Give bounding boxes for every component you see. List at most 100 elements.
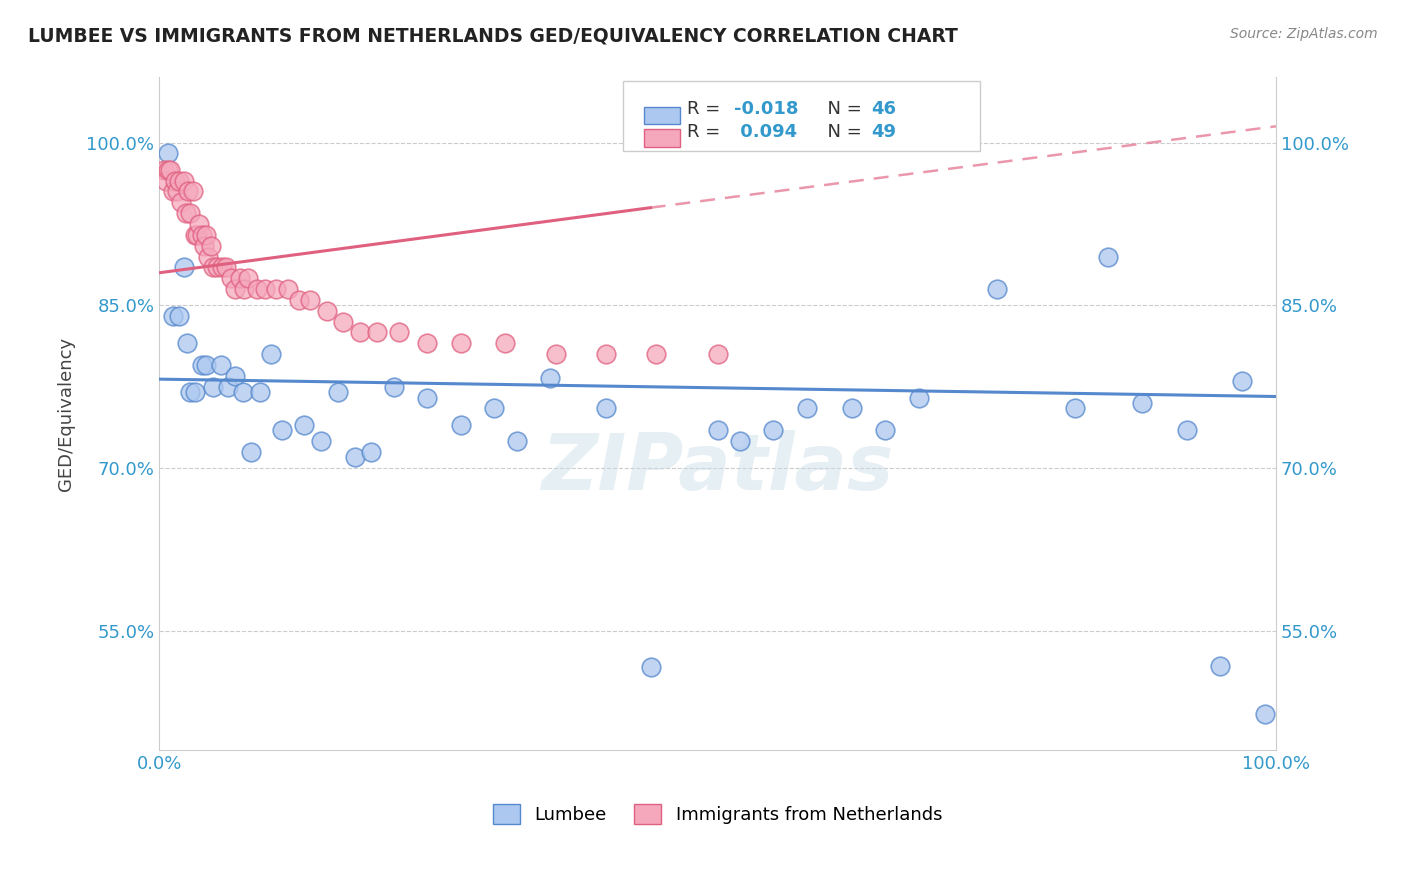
Point bbox=[217, 380, 239, 394]
Point bbox=[332, 315, 354, 329]
Point bbox=[205, 260, 228, 275]
Point bbox=[416, 336, 439, 351]
Point bbox=[173, 173, 195, 187]
Point bbox=[271, 423, 294, 437]
Point bbox=[201, 260, 224, 275]
Point bbox=[186, 227, 208, 242]
Point bbox=[181, 185, 204, 199]
Text: 0.094: 0.094 bbox=[734, 123, 797, 141]
Point bbox=[190, 227, 212, 242]
Point bbox=[224, 282, 246, 296]
Text: R =: R = bbox=[688, 123, 727, 141]
Point bbox=[1209, 658, 1232, 673]
Point bbox=[167, 309, 190, 323]
Text: N =: N = bbox=[815, 123, 868, 141]
Point bbox=[163, 173, 186, 187]
Point bbox=[416, 391, 439, 405]
Text: -0.018: -0.018 bbox=[734, 100, 799, 119]
Point bbox=[292, 417, 315, 432]
Point bbox=[238, 271, 260, 285]
Point bbox=[1064, 401, 1087, 416]
Point bbox=[200, 238, 222, 252]
Text: 49: 49 bbox=[872, 123, 897, 141]
Point bbox=[388, 326, 411, 340]
Point bbox=[260, 347, 283, 361]
Text: LUMBEE VS IMMIGRANTS FROM NETHERLANDS GED/EQUIVALENCY CORRELATION CHART: LUMBEE VS IMMIGRANTS FROM NETHERLANDS GE… bbox=[28, 27, 957, 45]
Point bbox=[166, 185, 188, 199]
Point bbox=[195, 227, 218, 242]
Point bbox=[254, 282, 277, 296]
Text: ZIPatlas: ZIPatlas bbox=[541, 430, 894, 506]
Point bbox=[157, 146, 180, 161]
Point bbox=[188, 217, 211, 231]
Point bbox=[209, 358, 232, 372]
Point bbox=[645, 347, 668, 361]
Point bbox=[228, 271, 250, 285]
Point bbox=[309, 434, 332, 448]
Y-axis label: GED/Equivalency: GED/Equivalency bbox=[58, 337, 75, 491]
Point bbox=[157, 162, 180, 177]
Point bbox=[215, 260, 238, 275]
Point bbox=[728, 434, 751, 448]
Point bbox=[179, 385, 201, 400]
Point bbox=[349, 326, 371, 340]
Point bbox=[986, 282, 1008, 296]
Point bbox=[211, 260, 233, 275]
Point bbox=[1232, 374, 1254, 388]
Point bbox=[177, 185, 200, 199]
Point bbox=[360, 445, 382, 459]
Point bbox=[907, 391, 929, 405]
FancyBboxPatch shape bbox=[644, 106, 679, 124]
Point bbox=[170, 195, 193, 210]
Point bbox=[232, 385, 254, 400]
Point bbox=[1097, 250, 1119, 264]
Point bbox=[197, 250, 219, 264]
Point bbox=[538, 371, 561, 385]
Point bbox=[173, 260, 195, 275]
Point bbox=[640, 659, 662, 673]
Point bbox=[382, 380, 405, 394]
Point bbox=[482, 401, 505, 416]
Point bbox=[494, 336, 516, 351]
Point bbox=[505, 434, 527, 448]
Point bbox=[190, 358, 212, 372]
Point bbox=[1254, 707, 1277, 722]
FancyBboxPatch shape bbox=[623, 81, 980, 152]
Point bbox=[1175, 423, 1198, 437]
Point bbox=[184, 227, 207, 242]
Legend: Lumbee, Immigrants from Netherlands: Lumbee, Immigrants from Netherlands bbox=[486, 797, 949, 831]
Point bbox=[315, 303, 337, 318]
Point bbox=[326, 385, 349, 400]
Point bbox=[167, 173, 190, 187]
Point bbox=[176, 336, 198, 351]
Point bbox=[219, 271, 242, 285]
Point bbox=[595, 401, 617, 416]
Point bbox=[298, 293, 321, 307]
Point bbox=[224, 368, 246, 383]
Point bbox=[162, 185, 184, 199]
Point bbox=[706, 347, 728, 361]
Point bbox=[159, 162, 181, 177]
Point bbox=[277, 282, 299, 296]
Point bbox=[841, 401, 863, 416]
Point bbox=[239, 445, 262, 459]
Point bbox=[762, 423, 785, 437]
Point bbox=[246, 282, 269, 296]
Point bbox=[162, 309, 184, 323]
Point bbox=[796, 401, 818, 416]
Text: R =: R = bbox=[688, 100, 727, 119]
Point bbox=[873, 423, 896, 437]
Text: 46: 46 bbox=[872, 100, 897, 119]
Point bbox=[155, 173, 177, 187]
Point bbox=[195, 358, 218, 372]
Point bbox=[450, 417, 472, 432]
Point bbox=[193, 238, 215, 252]
Point bbox=[544, 347, 567, 361]
Text: N =: N = bbox=[815, 100, 868, 119]
Point bbox=[249, 385, 271, 400]
Text: Source: ZipAtlas.com: Source: ZipAtlas.com bbox=[1230, 27, 1378, 41]
Point bbox=[450, 336, 472, 351]
Point bbox=[174, 206, 197, 220]
Point bbox=[201, 380, 224, 394]
Point bbox=[233, 282, 256, 296]
